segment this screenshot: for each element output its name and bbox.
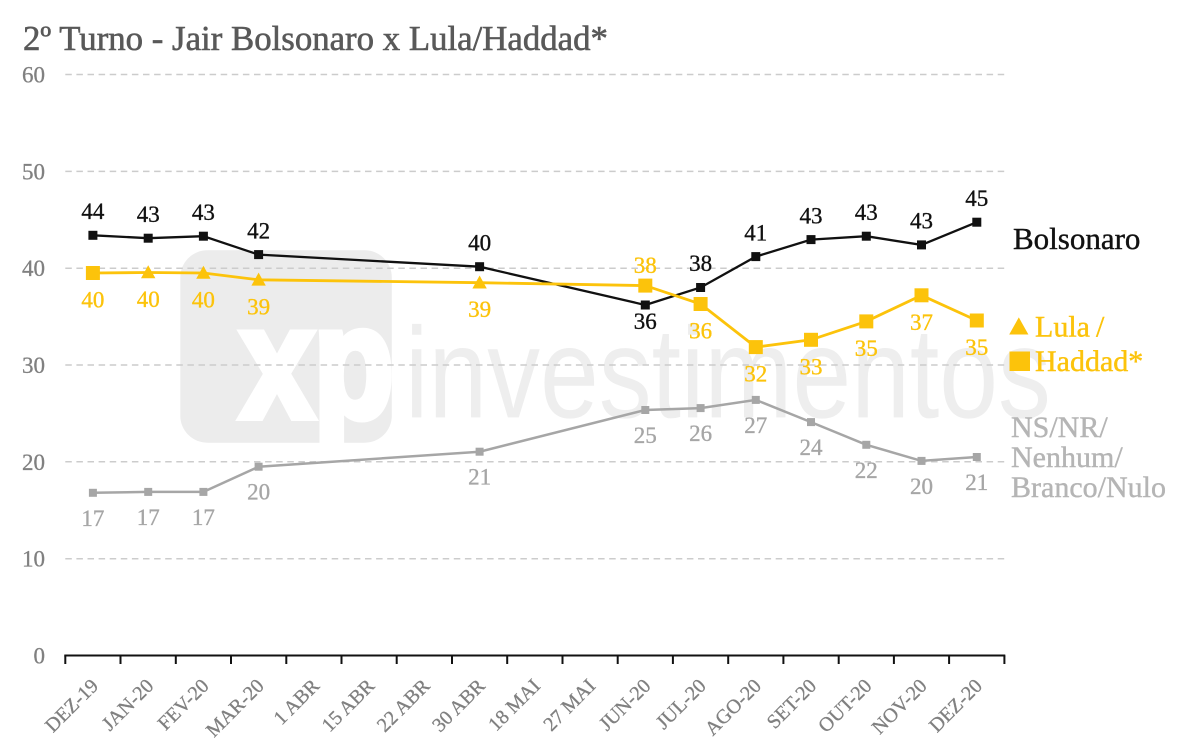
svg-text:20: 20 [22,450,45,475]
svg-text:NS/NR/: NS/NR/ [1011,411,1108,444]
svg-text:42: 42 [247,218,270,243]
svg-text:17: 17 [137,505,160,530]
svg-text:43: 43 [192,200,215,225]
svg-text:60: 60 [22,63,45,88]
svg-text:35: 35 [965,335,988,360]
svg-text:0: 0 [34,644,46,669]
svg-text:Bolsonaro: Bolsonaro [1013,221,1140,256]
svg-text:Lula /: Lula / [1035,311,1105,344]
svg-text:36: 36 [634,309,657,334]
svg-text:26: 26 [689,421,712,446]
svg-text:20: 20 [910,474,933,499]
svg-text:Haddad*: Haddad* [1035,345,1143,378]
svg-text:38: 38 [634,253,657,278]
svg-text:20: 20 [247,480,270,505]
svg-text:33: 33 [800,354,823,379]
svg-text:investimentos: investimentos [405,300,1051,444]
svg-text:40: 40 [468,230,491,255]
svg-text:40: 40 [192,288,215,313]
svg-text:45: 45 [965,186,988,211]
svg-text:43: 43 [855,200,878,225]
svg-text:Nenhum/: Nenhum/ [1011,441,1123,474]
svg-text:40: 40 [22,256,45,281]
svg-text:39: 39 [468,297,491,322]
svg-text:17: 17 [81,506,104,531]
svg-text:37: 37 [910,310,933,335]
svg-text:27: 27 [744,413,767,438]
svg-text:43: 43 [137,202,160,227]
svg-text:43: 43 [800,203,823,228]
svg-text:35: 35 [855,336,878,361]
svg-text:2º Turno - Jair Bolsonaro x Lu: 2º Turno - Jair Bolsonaro x Lula/Haddad* [23,19,608,58]
svg-text:39: 39 [247,294,270,319]
svg-text:32: 32 [744,362,767,387]
svg-text:Branco/Nulo: Branco/Nulo [1011,471,1166,504]
svg-text:36: 36 [689,319,712,344]
svg-text:40: 40 [81,288,104,313]
svg-text:38: 38 [689,251,712,276]
svg-text:43: 43 [910,209,933,234]
svg-text:44: 44 [81,199,105,224]
svg-text:10: 10 [22,547,45,572]
svg-text:25: 25 [634,423,657,448]
svg-text:21: 21 [468,465,491,490]
svg-text:21: 21 [965,470,988,495]
svg-text:40: 40 [137,287,160,312]
svg-text:41: 41 [744,220,767,245]
svg-text:22: 22 [855,458,878,483]
svg-text:30: 30 [22,353,45,378]
svg-text:24: 24 [800,435,824,460]
svg-text:xp: xp [241,274,394,450]
svg-text:50: 50 [22,159,45,184]
svg-text:17: 17 [192,505,215,530]
